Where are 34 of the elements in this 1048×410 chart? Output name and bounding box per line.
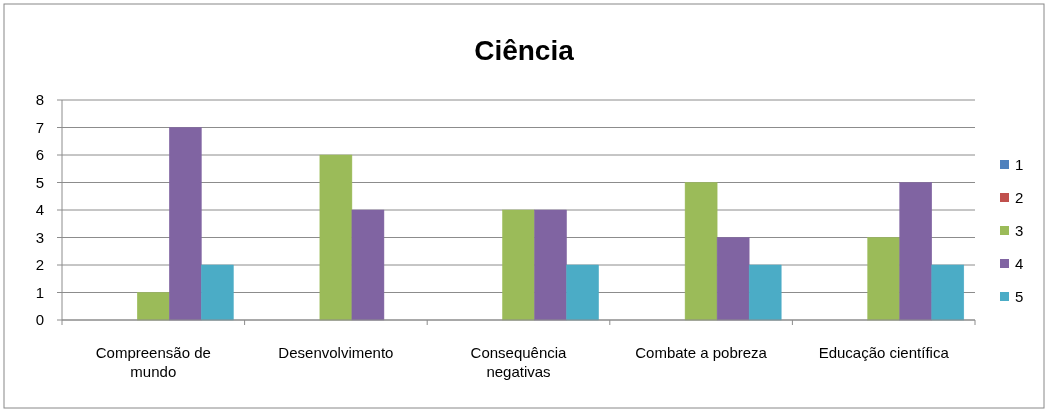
y-tick-label: 0	[35, 311, 44, 329]
bar	[137, 292, 170, 321]
x-tick-label: Consequência negativas	[470, 344, 568, 380]
bar	[351, 209, 385, 321]
bar	[899, 182, 932, 321]
bar	[748, 264, 782, 321]
x-tick-label: Educação científica	[818, 344, 950, 361]
legend-label: 1	[1015, 156, 1024, 174]
bar	[169, 127, 202, 321]
y-tick-label: 2	[35, 256, 44, 274]
bar	[319, 154, 353, 321]
bar	[566, 264, 599, 321]
bar	[931, 264, 965, 321]
bar	[684, 182, 718, 321]
bar	[201, 264, 234, 321]
legend-label: 2	[1015, 189, 1024, 207]
y-tick-label: 6	[35, 146, 44, 164]
y-tick-label: 1	[35, 283, 44, 301]
chart-title: Ciência	[474, 35, 575, 66]
y-tick-label: 3	[35, 228, 44, 246]
y-tick-label: 5	[35, 173, 44, 191]
legend-label: 5	[1015, 288, 1024, 306]
x-tick-label: Desenvolvimento	[278, 344, 394, 361]
y-tick-label: 8	[35, 91, 44, 109]
bar	[867, 237, 900, 321]
legend-label: 4	[1015, 255, 1024, 273]
legend-label: 3	[1015, 222, 1024, 240]
bar	[716, 237, 750, 321]
bar	[534, 209, 567, 321]
y-tick-label: 4	[35, 201, 44, 219]
x-tick-label: Combate a pobreza	[635, 344, 768, 361]
x-tick-label: Compreensão de mundo	[95, 344, 211, 380]
y-tick-label: 7	[35, 118, 44, 136]
bar	[502, 209, 535, 321]
